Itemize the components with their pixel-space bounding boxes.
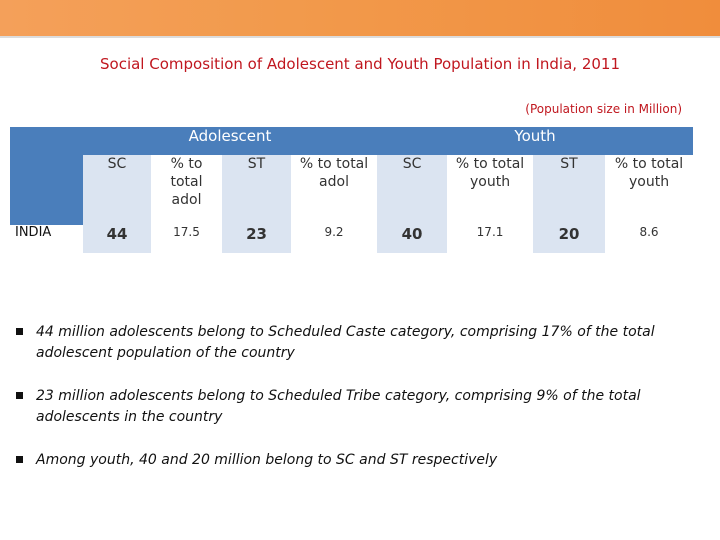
page-title: Social Composition of Adolescent and You… — [100, 55, 620, 73]
cell-adol-sc: 44 — [83, 225, 151, 253]
square-bullet-icon — [16, 456, 23, 463]
col-header-adol-sc-pct: % to total adol — [151, 155, 222, 225]
col-header-youth-sc-pct: % to total youth — [447, 155, 534, 225]
list-item: Among youth, 40 and 20 million belong to… — [14, 450, 704, 471]
col-header-adol-st: ST — [222, 155, 291, 225]
row-label-india: INDIA — [10, 225, 83, 253]
col-header-youth-sc: SC — [377, 155, 448, 225]
corner-cell — [10, 127, 83, 225]
col-header-adol-sc: SC — [83, 155, 151, 225]
top-banner — [0, 0, 720, 38]
cell-youth-st-pct: 8.6 — [605, 225, 694, 253]
square-bullet-icon — [16, 328, 23, 335]
unit-note: (Population size in Million) — [525, 102, 682, 116]
bullet-text: 44 million adolescents belong to Schedul… — [36, 324, 655, 361]
group-header-youth: Youth — [377, 127, 694, 155]
group-header-adolescent: Adolescent — [83, 127, 378, 155]
square-bullet-icon — [16, 392, 23, 399]
bullet-text: 23 million adolescents belong to Schedul… — [36, 388, 641, 425]
col-header-youth-st-pct: % to total youth — [605, 155, 694, 225]
population-table: Adolescent Youth SC % to total adol ST %… — [10, 127, 694, 253]
cell-youth-sc: 40 — [377, 225, 448, 253]
list-item: 23 million adolescents belong to Schedul… — [14, 386, 704, 428]
cell-youth-sc-pct: 17.1 — [447, 225, 534, 253]
bullet-text: Among youth, 40 and 20 million belong to… — [36, 452, 498, 468]
cell-youth-st: 20 — [533, 225, 606, 253]
col-header-adol-st-pct: % to total adol — [291, 155, 378, 225]
key-findings-list: 44 million adolescents belong to Schedul… — [14, 322, 704, 471]
cell-adol-sc-pct: 17.5 — [151, 225, 222, 253]
cell-adol-st-pct: 9.2 — [291, 225, 378, 253]
col-header-youth-st: ST — [533, 155, 606, 225]
cell-adol-st: 23 — [222, 225, 291, 253]
table-row: INDIA 44 17.5 23 9.2 40 17.1 20 8.6 — [10, 225, 694, 253]
list-item: 44 million adolescents belong to Schedul… — [14, 322, 704, 364]
